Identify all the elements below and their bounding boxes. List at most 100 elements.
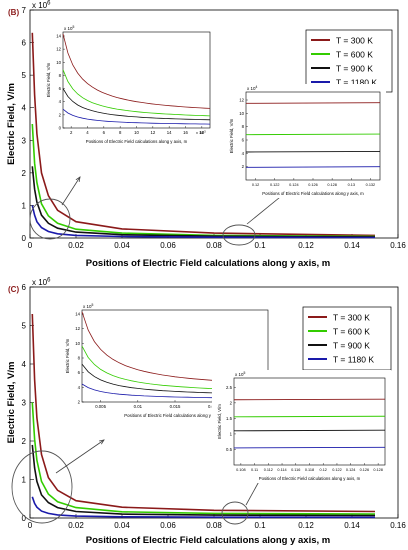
inset-left-exponent: x 105: [64, 25, 75, 31]
inset-right-y-tick-label: 2: [242, 164, 245, 169]
inset-left-x-tick-label: 8: [119, 130, 122, 135]
inset-right-x-tick-label: 0.114: [277, 468, 286, 472]
zoom-circle: [11, 450, 73, 524]
inset-left-y-tick-label: 6: [59, 86, 62, 91]
inset-right-y-tick-label: 6: [242, 138, 245, 143]
inset-right-x-tick-label: 0.112: [264, 468, 273, 472]
series-line-2: [31, 123, 376, 238]
zoom-arrow: [55, 439, 105, 474]
y-tick-label: 1: [22, 201, 27, 210]
inset-left-y-tick-label: 10: [56, 60, 61, 65]
series-line-3: [31, 444, 376, 517]
panel-b: (B)0 0.02 0.04 0.06 0.08 0.1 0.12 0.14 0.1601234…: [6, 0, 406, 269]
inset-left-x-tick-label: 18: [199, 130, 204, 135]
series-line-4: [31, 205, 376, 239]
inset-right-x-tick-label: 0.128: [373, 468, 383, 472]
inset-right-y-tick-label: 1: [230, 431, 233, 436]
series-line-2: [31, 402, 376, 515]
inset-left-y-tick-label: 12: [56, 47, 61, 52]
x-tick-label: 0.14: [344, 241, 360, 250]
inset-right-y-tick-label: 4: [242, 151, 245, 156]
x-tick-label: 0.12: [298, 241, 314, 250]
legend-entry-4: T = 1180 K: [336, 78, 377, 88]
x-tick-label: 0.16: [390, 241, 406, 250]
y-tick-label: 2: [22, 437, 27, 446]
inset-left-y-tick-label: 14: [56, 34, 61, 39]
inset-left-x-exponent: x 10-3: [196, 129, 206, 135]
x-tick-label: 0.06: [160, 241, 176, 250]
inset-right-x-label: Positions of Electric Field calculations…: [262, 191, 364, 196]
y-tick-label: 6: [22, 283, 27, 292]
x-axis-label: Positions of Electric Field calculations…: [86, 258, 330, 269]
legend-entry-2: T = 600 K: [336, 50, 373, 60]
legend-entry-1: T = 300 K: [333, 313, 370, 323]
series-line-1: [31, 313, 376, 513]
panel-c: (C)0 0.02 0.04 0.06 0.08 0.1 0.12 0.14 0.1601234…: [6, 277, 406, 546]
inset-right-x-tick-label: 0.12: [252, 183, 259, 187]
inset-right-series-1: [245, 102, 381, 104]
inset-left-x-label: Positions of Electric Field calculations…: [124, 413, 226, 418]
inset-left-x-tick-label: 2: [70, 130, 73, 135]
inset-right-y-tick-label: 0.5: [226, 447, 233, 452]
inset-right-x-tick-label: 0.11: [251, 468, 258, 472]
inset-left-x-tick-label: 4: [86, 130, 89, 135]
inset-right-x-tick-label: 0.108: [236, 468, 246, 472]
inset-left-y-tick-label: 2: [78, 400, 81, 405]
x-tick-label: 0.12: [298, 521, 314, 530]
y-tick-label: 6: [22, 39, 27, 48]
inset-left-series-1: [62, 33, 211, 109]
x-tick-label: 0: [28, 521, 33, 530]
x-tick-label: 0.1: [254, 241, 266, 250]
inset-left-x-label: Positions of Electric Field calculations…: [86, 139, 188, 144]
series-line-3: [31, 166, 376, 238]
inset-right-x-tick-label: 0.122: [270, 183, 280, 187]
x-tick-label: 0.04: [114, 241, 130, 250]
inset-right-y-tick-label: 1.5: [226, 416, 233, 421]
y-exponent-label: x 106: [32, 0, 51, 10]
legend-entry-3: T = 900 K: [336, 64, 373, 74]
inset-left-exponent: x 105: [83, 303, 94, 309]
inset-left-y-tick-label: 12: [75, 326, 80, 331]
inset-left-y-tick-label: 0: [59, 126, 62, 131]
y-tick-label: 4: [22, 104, 27, 113]
y-exponent-label: x 106: [32, 277, 51, 287]
x-tick-label: 0.06: [160, 521, 176, 530]
inset-right-y-tick-label: 12: [239, 98, 244, 103]
inset-right-x-tick-label: 0.126: [360, 468, 370, 472]
panel-label: (C): [8, 285, 19, 294]
inset-right-y-label: Electric Field, V/m: [229, 118, 234, 153]
zoom-arrow-head: [99, 439, 105, 445]
legend-entry-3: T = 900 K: [333, 341, 370, 351]
inset-right-exponent: x 105: [235, 371, 246, 377]
y-tick-label: 0: [22, 514, 27, 523]
y-axis-label: Electric Field, V/m: [6, 362, 17, 444]
inset-left-y-tick-label: 8: [59, 73, 62, 78]
inset-right-series-2: [245, 133, 381, 136]
x-tick-label: 0: [28, 241, 33, 250]
y-tick-label: 3: [22, 136, 27, 145]
inset-right-exponent: x 104: [247, 85, 258, 91]
x-tick-label: 0.02: [68, 241, 84, 250]
zoom-circle: [222, 224, 256, 246]
y-tick-label: 5: [22, 322, 27, 331]
legend-entry-4: T = 1180 K: [333, 355, 374, 365]
inset-right-x-tick-label: 0.124: [346, 468, 356, 472]
inset-right-series-1: [233, 398, 386, 401]
inset-left-y-tick-label: 8: [78, 356, 81, 361]
zoom-arrow: [61, 176, 81, 206]
inset-right-x-tick-label: 0.126: [308, 183, 318, 187]
inset-left-x-tick-label: 10: [134, 130, 139, 135]
x-tick-label: 0.04: [114, 521, 130, 530]
inset-left-y-tick-label: 4: [59, 99, 62, 104]
series-line-4: [31, 496, 376, 519]
inset-left-x-tick-label: 14: [167, 130, 172, 135]
x-tick-label: 0.1: [254, 521, 266, 530]
inset-left-y-tick-label: 6: [78, 370, 81, 375]
y-axis-label: Electric Field, V/m: [6, 83, 17, 165]
y-tick-label: 2: [22, 169, 27, 178]
inset-left-y-tick-label: 14: [75, 312, 80, 317]
inset-left-series-3: [62, 88, 211, 121]
inset-left-y-label: Electric Field, V/m: [65, 338, 70, 373]
inset-left-series-4: [62, 108, 211, 125]
